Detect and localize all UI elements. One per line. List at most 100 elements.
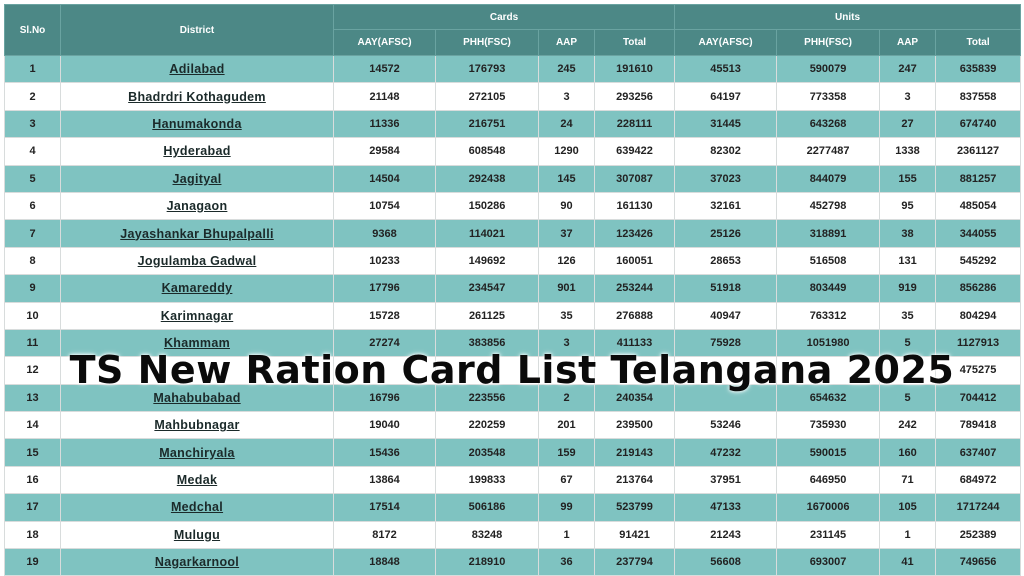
district-link[interactable]: Jagityal: [172, 171, 222, 186]
cell-district: Jagityal: [60, 164, 334, 193]
cell-cards-aay: 8172: [333, 520, 436, 550]
header-units-group: Units: [674, 4, 1022, 30]
cell-cards-total: [593, 356, 676, 385]
cell-cards-aap: 1: [538, 520, 595, 550]
cell-slno: 15: [4, 438, 61, 467]
cell-units-total: 475275: [935, 356, 1022, 385]
cell-slno: 12: [4, 356, 61, 385]
cell-units-aap: 41: [879, 548, 937, 576]
cell-units-aap: 5: [879, 328, 937, 358]
cell-slno: 7: [4, 219, 61, 248]
header-cards-total: Total: [593, 29, 676, 56]
district-link[interactable]: Kamareddy: [161, 281, 233, 296]
cell-cards-aay: 16796: [333, 383, 436, 413]
cell-cards-aay: 13864: [333, 465, 436, 495]
table-row: 15 Manchiryala 15436 203548 159 219143 47232 59…: [4, 438, 1022, 467]
district-link[interactable]: Bhadrdri Kothagudem: [128, 89, 266, 104]
cell-cards-phh: 506186: [435, 493, 539, 522]
district-link[interactable]: Hanumakonda: [152, 116, 242, 131]
cell-cards-aap: 99: [538, 493, 595, 522]
cell-cards-aap: 90: [538, 191, 595, 221]
cell-units-aay: 40947: [674, 301, 778, 330]
cell-units-phh: [776, 356, 881, 385]
cell-cards-aap: [538, 356, 595, 385]
cell-slno: 9: [4, 274, 61, 303]
district-link[interactable]: Medchal: [170, 500, 224, 515]
cell-district: [60, 356, 334, 385]
cell-district: Jogulamba Gadwal: [60, 246, 334, 276]
cell-district: Mulugu: [60, 520, 334, 550]
cell-cards-total: 276888: [593, 301, 676, 330]
cell-units-total: 856286: [935, 274, 1022, 303]
district-link[interactable]: Medak: [176, 473, 218, 488]
cell-units-phh: 643268: [776, 109, 881, 139]
cell-units-aap: 27: [879, 109, 937, 139]
cell-slno: 11: [4, 328, 61, 358]
cell-cards-aay: [333, 356, 436, 385]
cell-district: Janagaon: [60, 191, 334, 221]
table-row: 3 Hanumakonda 11336 216751 24 228111 31445 6432…: [4, 109, 1022, 139]
cell-district: Medak: [60, 465, 334, 495]
cell-cards-aay: 19040: [333, 411, 436, 440]
district-link[interactable]: Jayashankar Bhupalpalli: [120, 226, 274, 241]
cell-district: Karimnagar: [60, 301, 334, 330]
cell-cards-total: 160051: [593, 246, 676, 276]
cell-slno: 16: [4, 465, 61, 495]
cell-cards-aay: 18848: [333, 548, 436, 576]
header-slno: Sl.No: [4, 4, 61, 56]
cell-units-aay: 32161: [674, 191, 778, 221]
cell-units-total: 252389: [935, 520, 1022, 550]
cell-units-phh: 516508: [776, 246, 881, 276]
district-link[interactable]: Manchiryala: [159, 445, 235, 460]
cell-units-aap: 247: [879, 54, 937, 84]
district-link[interactable]: Karimnagar: [160, 308, 234, 323]
cell-units-aap: 1: [879, 520, 937, 550]
cell-units-total: 674740: [935, 109, 1022, 139]
cell-cards-aap: 35: [538, 301, 595, 330]
cell-cards-phh: 261125: [435, 301, 539, 330]
cell-units-aay: 37023: [674, 164, 778, 193]
cell-slno: 4: [4, 137, 61, 166]
ration-card-table-container: Sl.No District Cards Units AAY(AFSC) PHH…: [4, 4, 1022, 576]
cell-cards-total: 523799: [593, 493, 676, 522]
cell-slno: 13: [4, 383, 61, 413]
cell-units-aap: 160: [879, 438, 937, 467]
table-row: 19 Nagarkarnool 18848 218910 36 237794 56608 69…: [4, 548, 1022, 576]
cell-cards-aap: 3: [538, 328, 595, 358]
cell-cards-phh: 220259: [435, 411, 539, 440]
cell-units-aap: 5: [879, 383, 937, 413]
district-link[interactable]: Mulugu: [173, 527, 221, 542]
cell-slno: 14: [4, 411, 61, 440]
cell-units-aay: 21243: [674, 520, 778, 550]
district-link[interactable]: Mahabubabad: [153, 390, 241, 405]
cell-cards-aay: 9368: [333, 219, 436, 248]
district-link[interactable]: Jogulamba Gadwal: [137, 253, 257, 268]
cell-cards-phh: 383856: [435, 328, 539, 358]
cell-cards-total: 228111: [593, 109, 676, 139]
cell-cards-phh: 218910: [435, 548, 539, 576]
cell-units-aay: 45513: [674, 54, 778, 84]
cell-cards-aay: 14572: [333, 54, 436, 84]
district-link[interactable]: Nagarkarnool: [154, 555, 240, 570]
district-link[interactable]: Mahbubnagar: [154, 418, 240, 433]
cell-cards-total: 219143: [593, 438, 676, 467]
cell-units-aap: 1338: [879, 137, 937, 166]
cell-cards-total: 307087: [593, 164, 676, 193]
cell-units-aap: 95: [879, 191, 937, 221]
cell-units-phh: 1670006: [776, 493, 881, 522]
cell-slno: 19: [4, 548, 61, 576]
district-link[interactable]: Janagaon: [166, 199, 228, 214]
district-link[interactable]: Khammam: [163, 336, 230, 351]
header-cards-group: Cards: [332, 4, 676, 30]
cell-cards-phh: 203548: [435, 438, 539, 467]
cell-units-aap: 35: [879, 301, 937, 330]
cell-slno: 17: [4, 493, 61, 522]
cell-cards-phh: 234547: [435, 274, 539, 303]
cell-units-phh: 590079: [776, 54, 881, 84]
district-link[interactable]: Hyderabad: [163, 144, 231, 159]
district-link[interactable]: Adilabad: [169, 62, 225, 77]
cell-units-aap: [879, 356, 937, 385]
cell-units-aay: 28653: [674, 246, 778, 276]
cell-units-aap: 131: [879, 246, 937, 276]
cell-units-aay: 56608: [674, 548, 778, 576]
